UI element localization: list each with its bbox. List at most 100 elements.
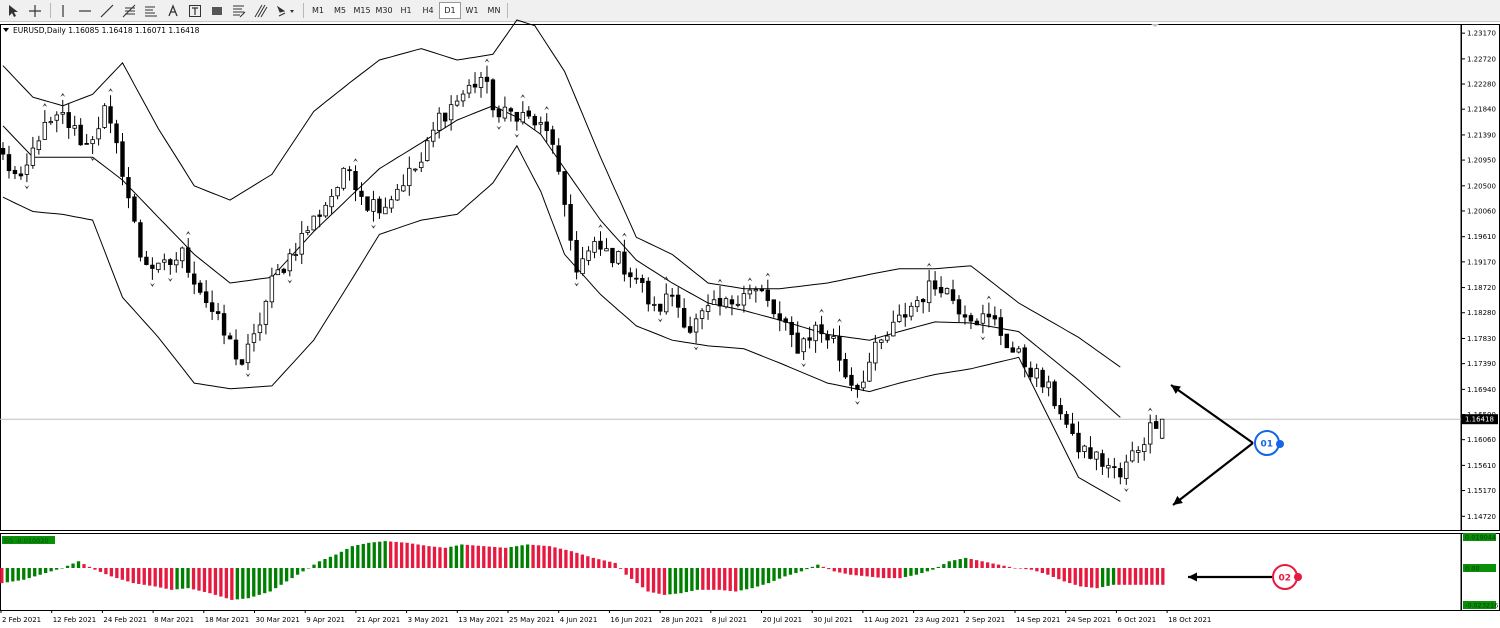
candle [460,90,466,107]
candle [897,304,902,323]
candle [855,383,860,398]
timeframe-mn-button[interactable]: MN [487,6,501,15]
oscillator-scale-box [1463,601,1496,609]
histogram-bar [476,545,480,568]
candle [36,135,42,155]
arrows-dropdown-icon[interactable] [274,2,298,19]
time-tick-label: 2 Sep 2021 [965,616,1005,624]
candle [442,112,448,129]
histogram-bar [493,546,497,568]
histogram-bar [619,567,623,569]
price-tick-label: 1.23170 [1467,30,1496,38]
histogram-bar [728,567,732,591]
text-icon[interactable] [164,2,182,19]
candle [60,99,65,125]
price-tick-label: 1.19170 [1467,258,1496,266]
timeframe-m5-button[interactable]: M5 [334,6,346,15]
trendline-icon[interactable] [98,2,116,19]
timeframe-m1-button[interactable]: M1 [312,6,324,15]
vertical-line-icon[interactable] [54,2,72,19]
histogram-bar [22,567,26,580]
text-label-icon[interactable] [186,2,204,19]
candle [293,242,298,261]
candle [610,247,615,268]
fibonacci-fan-icon[interactable] [230,2,248,19]
histogram-bar [816,564,820,568]
fractal-down-icon [24,185,30,190]
histogram-bar [180,567,185,589]
candle [1070,412,1075,436]
candle [795,321,800,354]
candle [496,105,502,123]
histogram-bar [920,567,924,574]
histogram-bar [887,567,891,579]
candle [556,138,561,175]
timeframe-h1-button[interactable]: H1 [400,6,412,15]
histogram-bar [750,567,754,589]
equidistant-channel-icon[interactable] [142,2,160,19]
histogram-bar [38,567,42,575]
histogram-bar [931,567,935,570]
histogram-bar [1062,567,1066,582]
histogram-bar [514,546,519,568]
candle [305,225,310,236]
histogram-bar [536,545,541,568]
timeframe-d1-button[interactable]: D1 [439,2,461,19]
histogram-bar [629,567,634,579]
timeframe-m30-button[interactable]: M30 [375,6,393,15]
candle [974,318,980,326]
candle [849,367,854,392]
timeframe-m15-button[interactable]: M15 [353,6,371,15]
rectangle-icon[interactable] [208,2,226,19]
candle [448,95,454,131]
histogram-bar [903,567,908,577]
gann-icon[interactable] [252,2,270,19]
fractal-up-icon [353,158,359,163]
candle [472,72,478,94]
price-tick-label: 1.19610 [1467,233,1496,241]
candle [771,299,776,318]
candle [251,323,257,352]
candle [837,325,842,372]
candle [634,268,639,284]
histogram-bar [471,545,475,568]
chart-menu-triangle-icon[interactable] [3,28,9,32]
histogram-bar [640,567,645,588]
timeframe-h4-button[interactable]: H4 [422,6,434,15]
candle [72,115,77,136]
histogram-bar [33,567,37,577]
candle [383,197,388,215]
histogram-bar [0,567,4,584]
candle [1159,418,1165,440]
candle [377,196,382,219]
histogram-bar [153,567,157,587]
horizontal-line-icon[interactable] [76,2,94,19]
candle [664,283,669,315]
fibonacci-icon[interactable] [120,2,138,19]
timeframe-w1-button[interactable]: W1 [465,6,479,15]
candle [329,188,334,214]
candle [909,302,914,321]
histogram-bar [662,567,667,595]
oscillator-label-box [2,536,55,544]
candle [389,195,394,213]
histogram-bar [755,567,760,587]
candle [502,96,508,122]
histogram-bar [312,564,316,568]
arrow-cursor-icon[interactable] [4,2,22,19]
histogram-bar [898,567,902,579]
price-tick-label: 1.18280 [1467,309,1496,317]
price-tick-label: 1.17390 [1467,360,1496,368]
time-tick-label: 3 May 2021 [408,616,449,624]
crosshair-icon[interactable] [26,2,44,19]
histogram-bar [701,567,705,590]
histogram-bar [838,567,842,573]
price-tick-label: 1.22280 [1467,81,1496,89]
fractal-down-icon [980,336,986,341]
candle [532,113,537,130]
histogram-bar [613,562,617,568]
candle [1064,411,1069,429]
bollinger-lower-band [2,144,1121,502]
candle [1052,379,1057,409]
